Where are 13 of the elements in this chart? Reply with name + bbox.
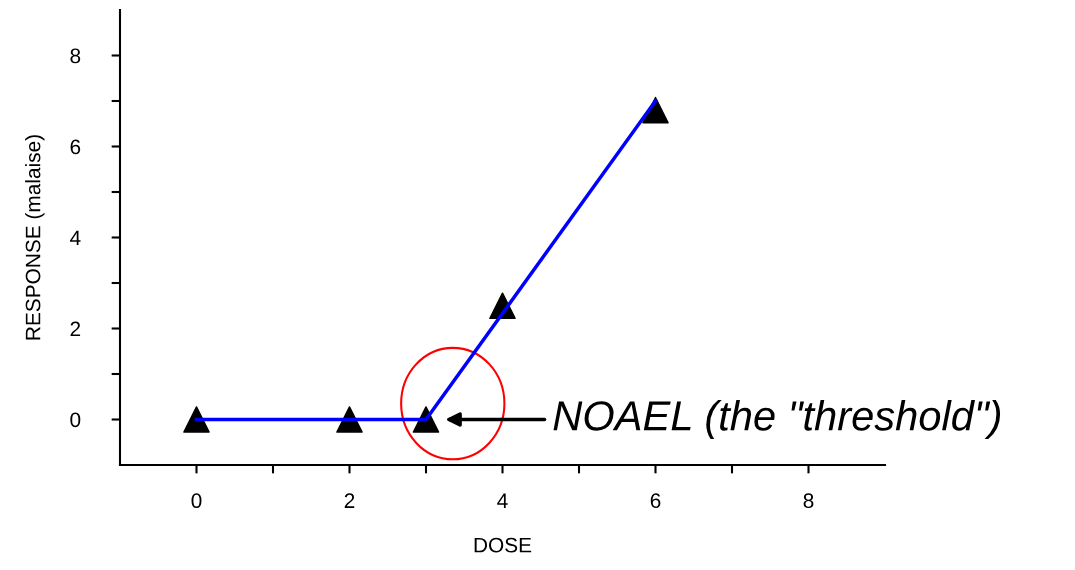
y-tick-label: 8 bbox=[70, 48, 81, 64]
y-tick-label: 2 bbox=[70, 321, 81, 337]
y-tick-label: 0 bbox=[70, 412, 81, 428]
x-tick-label: 2 bbox=[344, 493, 355, 508]
x-tick-label: 0 bbox=[191, 493, 202, 509]
x-tick-label: 6 bbox=[650, 493, 661, 509]
x-tick-label: 4 bbox=[497, 493, 508, 508]
y-axis-title: RESPONSE (malaise) bbox=[25, 135, 45, 340]
annotation: NOAEL (the "threshold") bbox=[553, 400, 1001, 439]
y-tick-label: 6 bbox=[70, 139, 81, 155]
y-tick-label: 4 bbox=[70, 230, 81, 246]
x-tick-label: 8 bbox=[803, 493, 814, 509]
x-axis-title: DOSE bbox=[474, 537, 532, 553]
